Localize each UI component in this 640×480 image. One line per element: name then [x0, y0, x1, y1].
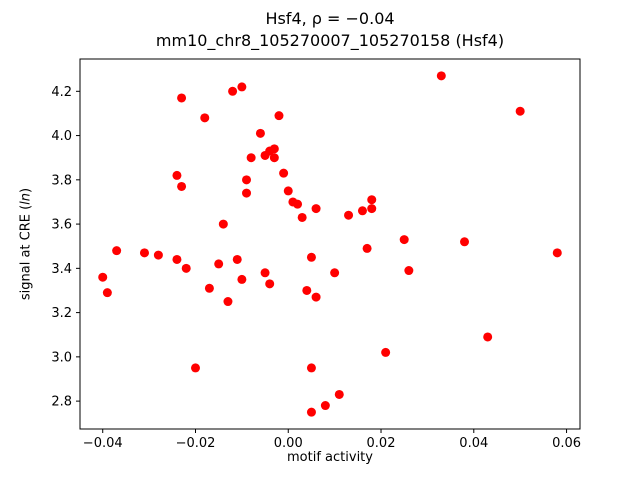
data-point — [172, 254, 182, 264]
data-point — [334, 389, 344, 399]
y-tick-label: 2.8 — [51, 395, 72, 410]
data-point — [237, 82, 247, 92]
y-axis-label-suffix: ) — [18, 187, 34, 193]
data-point — [404, 266, 414, 276]
data-point — [223, 297, 233, 307]
x-tick-label: 0.04 — [459, 436, 488, 451]
data-point — [260, 268, 270, 278]
data-point — [181, 263, 191, 273]
x-tick-label: 0.02 — [367, 436, 396, 451]
data-point — [218, 219, 228, 229]
axes-frame — [79, 58, 581, 430]
data-point — [242, 175, 252, 185]
data-point — [269, 153, 279, 163]
data-point — [190, 363, 200, 373]
data-point — [232, 254, 242, 264]
data-point — [330, 268, 340, 278]
data-point — [274, 111, 284, 121]
data-point — [177, 181, 187, 191]
data-point — [357, 206, 367, 216]
data-point — [460, 237, 470, 247]
y-axis-label: signal at CRE (ln) — [19, 188, 34, 300]
data-point — [302, 285, 312, 295]
data-point — [311, 204, 321, 214]
y-axis-label-math: ln — [18, 192, 34, 205]
y-tick-label: 3.4 — [51, 262, 72, 277]
data-point — [214, 259, 224, 269]
data-point — [255, 128, 265, 138]
data-point — [177, 93, 187, 103]
data-point — [306, 363, 316, 373]
data-point — [320, 401, 330, 411]
data-point — [399, 235, 409, 245]
data-point — [293, 199, 303, 209]
data-point — [172, 170, 182, 180]
y-axis-label-prefix: signal at CRE ( — [18, 204, 34, 301]
data-point — [204, 283, 214, 293]
data-point — [311, 292, 321, 302]
data-point — [344, 210, 354, 220]
data-point — [279, 168, 289, 178]
data-point — [515, 106, 525, 116]
data-point — [112, 246, 122, 256]
x-axis-label: motif activity — [287, 450, 373, 465]
data-point — [265, 279, 275, 289]
x-tick-label: −0.02 — [176, 436, 216, 451]
data-point — [381, 347, 391, 357]
y-tick-label: 3.2 — [51, 306, 72, 321]
x-tick-label: 0.00 — [274, 436, 303, 451]
data-point — [153, 250, 163, 260]
data-point — [139, 248, 149, 258]
y-tick-label: 4.2 — [51, 85, 72, 100]
data-point — [297, 212, 307, 222]
data-point — [269, 144, 279, 154]
data-point — [200, 113, 210, 123]
x-tick-label: −0.04 — [83, 436, 123, 451]
data-point — [102, 288, 112, 298]
data-point — [246, 153, 256, 163]
data-point — [306, 407, 316, 417]
chart-subtitle: mm10_chr8_105270007_105270158 (Hsf4) — [155, 31, 505, 50]
data-point — [367, 195, 377, 205]
data-point — [237, 274, 247, 284]
x-tick-label: 0.06 — [552, 436, 581, 451]
data-point — [367, 204, 377, 214]
data-point — [242, 188, 252, 198]
y-tick-label: 3.8 — [51, 173, 72, 188]
data-point — [552, 248, 562, 258]
data-point — [362, 243, 372, 253]
y-tick-label: 3.0 — [51, 350, 72, 365]
chart-title: Hsf4, ρ = −0.04 — [265, 9, 395, 28]
data-point — [306, 252, 316, 262]
data-point — [483, 332, 493, 342]
data-point — [436, 71, 446, 81]
data-point — [283, 186, 293, 196]
y-tick-label: 4.0 — [51, 129, 72, 144]
data-point — [228, 86, 238, 96]
y-tick-label: 3.6 — [51, 218, 72, 233]
data-point — [98, 272, 108, 282]
